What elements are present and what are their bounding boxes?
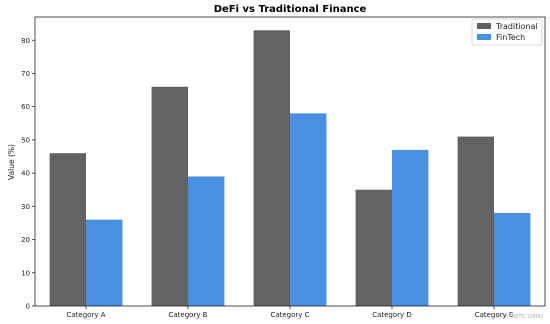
x-tick-label: Category B <box>168 311 207 319</box>
bar-fintech-5 <box>494 212 531 306</box>
x-axis: Category A Category B Category C Category D… <box>67 306 514 319</box>
bar-traditional-5 <box>457 136 494 306</box>
legend-swatch-traditional <box>477 23 491 29</box>
bar-traditional-4 <box>355 189 392 306</box>
bar-traditional-1 <box>49 153 86 306</box>
chart-title: DeFi vs Traditional Finance <box>214 4 367 15</box>
y-tick-label: 0 <box>26 303 30 311</box>
y-tick-label: 10 <box>21 269 30 277</box>
y-tick-label: 30 <box>21 203 30 211</box>
x-tick-label: Category C <box>270 311 309 319</box>
bar-fintech-1 <box>86 219 123 306</box>
x-tick-label: Category E <box>475 311 514 319</box>
bar-fintech-4 <box>392 149 429 306</box>
plot-area <box>49 30 531 306</box>
legend-swatch-fintech <box>477 34 491 40</box>
bar-fintech-3 <box>290 113 327 306</box>
legend-label-traditional: Traditional <box>495 22 538 31</box>
bar-fintech-2 <box>188 176 225 306</box>
y-tick-label: 50 <box>21 136 30 144</box>
bar-traditional-2 <box>151 86 188 306</box>
x-tick-label: Category A <box>67 311 106 319</box>
y-tick-label: 80 <box>21 37 30 45</box>
y-tick-label: 40 <box>21 170 30 178</box>
y-tick-label: 20 <box>21 236 30 244</box>
x-tick-label: Category D <box>372 311 412 319</box>
legend: Traditional FinTech <box>471 18 543 46</box>
legend-label-fintech: FinTech <box>496 33 525 42</box>
watermark: [SYNTHETIC DATA] <box>497 314 543 320</box>
y-tick-label: 60 <box>21 103 30 111</box>
y-tick-label: 70 <box>21 70 30 78</box>
y-axis: 0 10 20 30 40 50 60 70 80 <box>21 37 35 311</box>
y-axis-label: Value (%) <box>7 144 16 180</box>
bar-traditional-3 <box>253 30 290 306</box>
